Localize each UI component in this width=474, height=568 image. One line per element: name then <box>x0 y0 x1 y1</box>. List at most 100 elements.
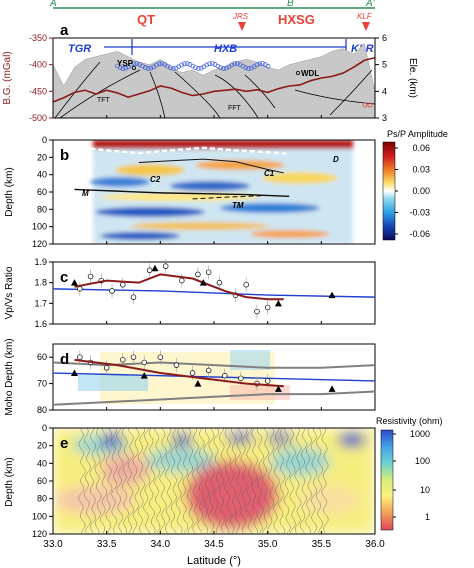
wiggle-trace <box>186 428 194 534</box>
y-tick-label: 120 <box>32 239 47 249</box>
data-point-circle <box>77 354 83 360</box>
panel-e-ylabel: Depth (km) <box>4 457 15 506</box>
station-circle <box>123 65 129 71</box>
data-point-circle <box>238 375 244 382</box>
top-annotation: A B A' QT HXSG JRS KLF TGR HXB KLR <box>49 0 376 55</box>
layer-label-c2: C2 <box>150 175 161 184</box>
station-circle <box>209 61 215 66</box>
wiggle-trace <box>267 428 275 534</box>
colorbar-tick-label: 10 <box>420 485 430 495</box>
feature-label-tft: TFT <box>97 97 111 104</box>
data-point-circle <box>173 362 180 368</box>
panel-d-letter: d <box>60 351 69 368</box>
station-circle <box>260 61 265 66</box>
x-tick-label: 35.0 <box>258 539 278 550</box>
y-tick-label: 80 <box>37 405 47 415</box>
data-point-circle <box>77 286 83 292</box>
wiggle-trace <box>116 428 124 534</box>
x-tick-label: 34.0 <box>151 539 171 550</box>
station-circle <box>204 62 210 68</box>
panel-e-axes: 0 20 40 60 80 100 120 <box>32 423 53 539</box>
wiggle-trace <box>143 428 151 534</box>
data-point-circle <box>264 378 271 384</box>
colorbar-resistivity-scale <box>380 429 394 531</box>
colorbar-resistivity-ticks: 1000 100 10 1 <box>393 429 430 522</box>
station-circle <box>154 62 159 68</box>
y-tick-label: 60 <box>37 476 47 486</box>
colorbar-amplitude: Ps/P Amplitude 0.06 0.03 0.00 -0.03 -0.06 <box>382 129 448 241</box>
wiggle-trace <box>105 428 113 534</box>
data-point-triangle <box>70 369 78 377</box>
y-tick-label: 1.8 <box>34 278 47 288</box>
panel-c-plot <box>52 259 376 319</box>
station-circle <box>229 62 235 68</box>
panel-a: a YSP WDL TFT FFT -350 -400 -450 -500 6 5 4 3 B… <box>2 22 418 123</box>
station-circle <box>145 66 151 71</box>
interface-tm <box>192 194 290 200</box>
panel-c-letter: c <box>60 269 68 286</box>
data-point-triangle <box>328 291 336 299</box>
data-point-circle <box>216 279 223 286</box>
data-point-triangle <box>194 380 202 387</box>
feature-label-wdl: WDL <box>301 69 319 78</box>
y-tick-label: 0 <box>42 135 47 145</box>
data-point-circle <box>205 367 212 374</box>
panel-e: e 0 20 40 60 80 100 120 Depth (km) <box>4 423 376 539</box>
station-circle <box>195 66 201 71</box>
data-point-circle <box>179 277 185 284</box>
x-tick-label: 33.0 <box>43 539 63 550</box>
panel-d-ylabel: Moho Depth (km) <box>4 338 15 415</box>
station-circle <box>243 65 249 71</box>
station-circle <box>117 65 123 70</box>
wiggle-trace <box>153 428 162 534</box>
colorbar-tick-label: 0.06 <box>412 143 430 153</box>
station-circle <box>182 61 187 67</box>
panel-a-ylabel-right: Ele. (km) <box>407 58 418 98</box>
wiggle-trace <box>100 428 108 534</box>
wiggle-trace <box>251 428 259 533</box>
wiggle-trace <box>261 428 270 534</box>
y-right-tick-label: 5 <box>382 60 387 70</box>
station-circle <box>168 65 173 71</box>
feature-marker-wdl <box>295 71 300 76</box>
wiggle-trace <box>165 428 172 534</box>
data-point-circle <box>103 365 110 371</box>
station-circle <box>193 65 198 71</box>
station-circle <box>254 62 260 68</box>
data-point-circle <box>189 370 196 376</box>
x-tick-label: 36.0 <box>365 539 385 550</box>
station-marker-jrs <box>238 22 246 31</box>
data-point-triangle <box>274 299 282 307</box>
terrane-label-qt: QT <box>137 12 155 27</box>
interface-d <box>74 145 290 156</box>
moho-background-image <box>78 350 290 404</box>
data-point-circle <box>120 281 126 288</box>
station-circle-klf-1 <box>362 102 368 108</box>
fitted-trend-line <box>74 273 284 301</box>
profile-label-a: A <box>49 0 57 9</box>
panel-c-ylabel: Vp/Vs Ratio <box>4 266 15 319</box>
data-point-circle <box>130 294 137 300</box>
wiggle-trace <box>110 428 118 534</box>
station-circle <box>232 61 237 67</box>
wiggle-trace <box>278 428 286 533</box>
colorbar-resistivity: Resistivity (ohm) 1000 100 10 1 <box>376 416 443 531</box>
data-point-triangle <box>70 279 78 286</box>
colorbar-amplitude-title: Ps/P Amplitude <box>387 129 448 139</box>
colorbar-tick-label: 0.00 <box>412 186 430 196</box>
wiggle-trace <box>94 428 102 534</box>
wiggle-trace <box>192 428 199 534</box>
colorbar-tick-label: 1000 <box>410 429 430 439</box>
data-point-circle <box>254 308 260 315</box>
colorbar-resistivity-title: Resistivity (ohm) <box>376 416 443 426</box>
y-tick-label: -500 <box>29 113 47 123</box>
colorbar-tick-label: -0.03 <box>409 208 430 218</box>
station-circle <box>142 65 148 70</box>
colorbar-tick-label: 100 <box>415 456 430 466</box>
interface-c1 <box>138 158 284 174</box>
profile-label-b: B <box>287 0 294 9</box>
x-tick-label: 35.5 <box>312 539 332 550</box>
layer-label-c1: C1 <box>264 169 275 178</box>
y-tick-label: -350 <box>29 33 47 43</box>
y-tick-label: 100 <box>32 511 47 521</box>
